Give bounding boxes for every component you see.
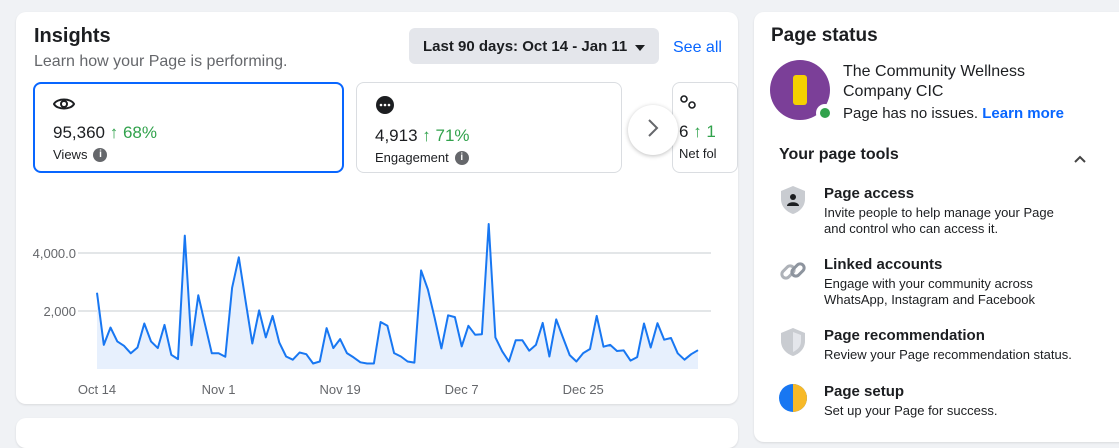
people-icon (679, 95, 733, 116)
page-tools-title: Your page tools (779, 146, 899, 164)
y-tick-label: 4,000.0 (33, 246, 76, 261)
logo (793, 75, 807, 105)
page-name: The Community Wellness Company CIC (843, 62, 1083, 102)
tool-description: Review your Page recommendation status. (824, 347, 1094, 363)
date-range-dropdown[interactable]: Last 90 days: Oct 14 - Jan 11 (409, 28, 659, 64)
metric-label: Net fol (679, 146, 717, 161)
x-tick-label: Nov 1 (202, 382, 236, 397)
tool-page-recommendation[interactable]: Page recommendation Review your Page reco… (778, 327, 1094, 363)
shield-person-icon (778, 185, 808, 215)
link-icon (778, 256, 808, 286)
metric-change: ↑ 1 (693, 122, 716, 141)
x-tick-label: Dec 7 (445, 382, 479, 397)
next-card (16, 418, 738, 448)
metric-label: Views (53, 147, 87, 162)
x-tick-label: Oct 14 (78, 382, 116, 397)
learn-more-link[interactable]: Learn more (982, 105, 1064, 122)
insights-title: Insights (34, 25, 111, 48)
metric-change: ↑ 68% (110, 123, 157, 142)
insights-subtitle: Learn how your Page is performing. (34, 53, 287, 71)
tool-page-setup[interactable]: Page setup Set up your Page for success. (778, 383, 1094, 419)
setup-icon (778, 383, 808, 413)
tool-linked-accounts[interactable]: Linked accounts Engage with your communit… (778, 256, 1074, 308)
shield-icon (778, 327, 808, 357)
y-tick-label: 2,000 (43, 304, 76, 319)
tool-description: Set up your Page for success. (824, 403, 1094, 419)
page-avatar[interactable] (770, 60, 830, 120)
tool-description: Engage with your community across WhatsA… (824, 276, 1074, 308)
see-all-link[interactable]: See all (673, 39, 722, 57)
x-tick-label: Dec 25 (563, 382, 604, 397)
eye-icon (53, 96, 324, 117)
tool-title: Page setup (824, 383, 1094, 400)
chat-bubble-icon (375, 95, 603, 120)
views-chart: 2,000 4,000.0 Oct 14 Nov 1 Nov 19 Dec 7 Dec 25 (16, 192, 738, 404)
metric-value: 4,913 (375, 126, 418, 145)
tool-title: Linked accounts (824, 256, 1074, 273)
page-status-title: Page status (771, 25, 878, 47)
metric-change: ↑ 71% (422, 126, 469, 145)
chevron-up-icon[interactable] (1074, 150, 1086, 168)
tool-title: Page access (824, 185, 1074, 202)
verified-check-icon (816, 104, 834, 122)
tool-page-access[interactable]: Page access Invite people to help manage … (778, 185, 1074, 237)
next-arrow-button[interactable] (628, 105, 678, 155)
chevron-right-icon (647, 118, 659, 143)
date-range-label: Last 90 days: Oct 14 - Jan 11 (423, 38, 627, 55)
metric-value: 6 (679, 122, 688, 141)
tool-title: Page recommendation (824, 327, 1094, 344)
metric-net-follows[interactable]: 6 ↑ 1 Net fol (672, 82, 738, 173)
metric-value: 95,360 (53, 123, 105, 142)
area-fill (97, 224, 698, 369)
insights-card: Insights Learn how your Page is performi… (16, 12, 738, 404)
info-icon[interactable]: i (455, 151, 469, 165)
x-tick-label: Nov 19 (319, 382, 360, 397)
caret-down-icon (635, 38, 645, 55)
metric-label: Engagement (375, 150, 449, 165)
status-text: Page has no issues. (843, 105, 978, 122)
page-status-card: Page status The Community Wellness Compa… (754, 12, 1119, 442)
metric-engagement[interactable]: 4,913 ↑ 71% Engagement i (356, 82, 622, 173)
info-icon[interactable]: i (93, 148, 107, 162)
tool-description: Invite people to help manage your Page a… (824, 205, 1074, 237)
